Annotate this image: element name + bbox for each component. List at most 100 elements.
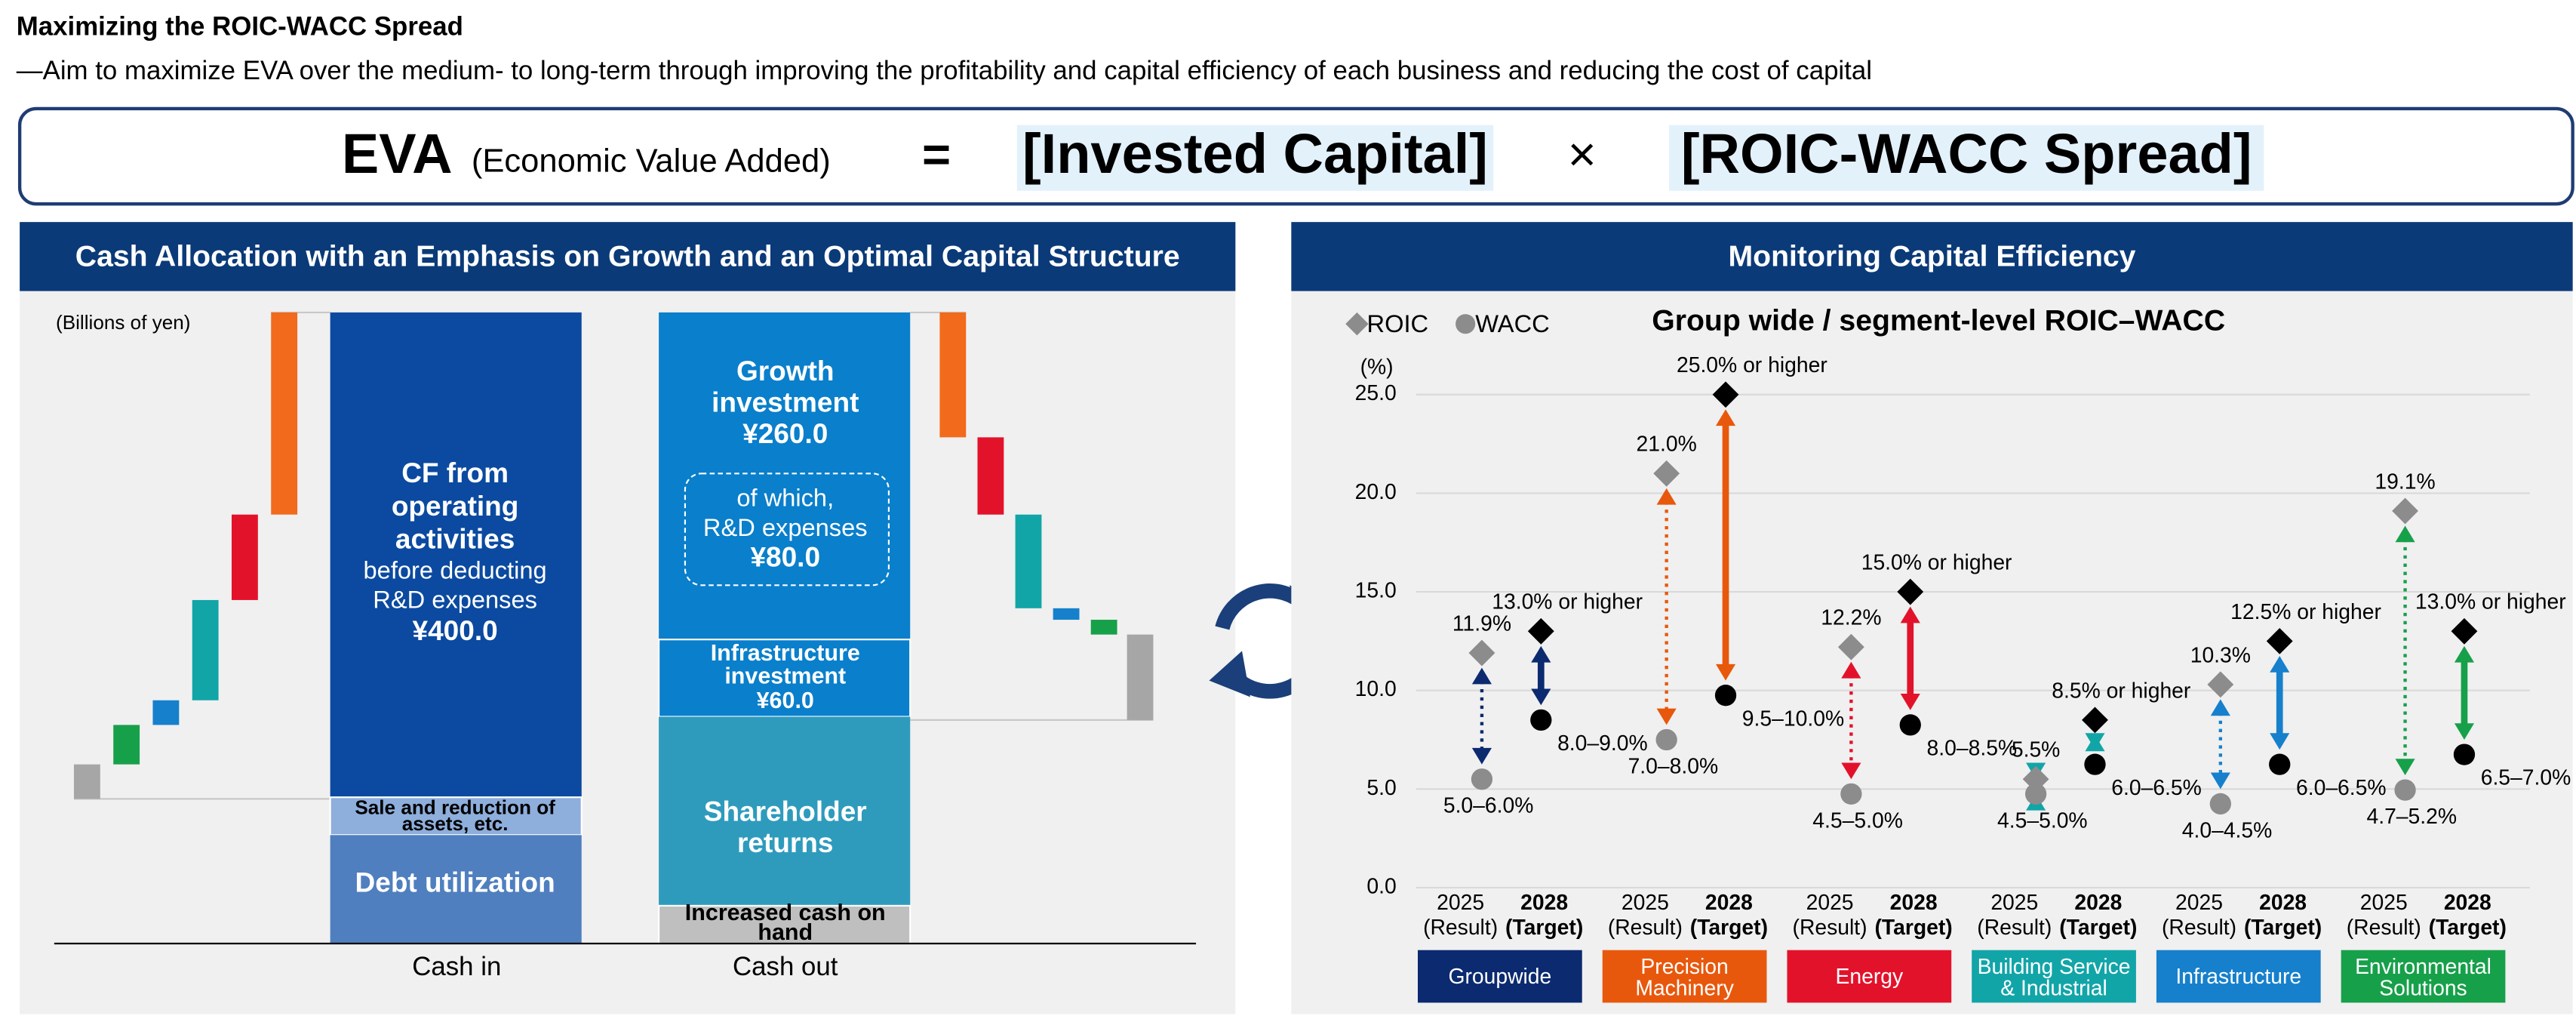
period-note: (Result): [1423, 915, 1498, 939]
value-label: 4.7–5.2%: [2366, 804, 2457, 828]
page-subtitle: —Aim to maximize EVA over the medium- to…: [17, 56, 1872, 85]
wacc-marker: [2394, 779, 2416, 801]
segment-box: [1787, 950, 1952, 1003]
wacc-marker: [1530, 709, 1552, 731]
segment-label: Groupwide: [1448, 964, 1551, 988]
value-label: 6.0–6.5%: [2111, 775, 2202, 799]
period-note: (Target): [2059, 915, 2137, 939]
waterfall-step: [192, 599, 219, 700]
wacc-marker: [1714, 685, 1737, 707]
panel-header: [20, 222, 1236, 291]
arrowhead: [1715, 663, 1736, 681]
wacc-marker: [1471, 768, 1493, 790]
segment-label: Energy: [1835, 964, 1904, 988]
roic-marker: [2392, 497, 2418, 525]
chart-title: Group wide / segment-level ROIC–WACC: [1652, 304, 2225, 337]
value-label: 13.0% or higher: [2415, 590, 2566, 614]
wacc-marker: [2209, 793, 2231, 815]
value-label: 25.0% or higher: [1677, 353, 1827, 377]
block-amount: ¥80.0: [750, 540, 820, 572]
period-note: (Result): [2162, 915, 2236, 939]
period-note: (Result): [1977, 915, 2052, 939]
waterfall-step: [231, 514, 258, 600]
unit-label: (Billions of yen): [56, 311, 190, 334]
arrowhead: [1715, 409, 1736, 426]
waterfall-step: [113, 725, 140, 765]
block-note: before deducting: [364, 556, 547, 584]
formula-times: ×: [1568, 126, 1597, 181]
block-label: Shareholder: [704, 796, 867, 827]
formula-term: [ROIC-WACC Spread]: [1681, 122, 2252, 185]
value-label: 11.9%: [1452, 611, 1511, 635]
block-label: Growth: [736, 355, 834, 386]
period-year: 2025: [1622, 890, 1669, 914]
segment-label: Infrastructure: [2175, 964, 2301, 988]
wacc-marker: [2024, 783, 2047, 805]
rd-box: [684, 473, 890, 587]
arrowhead: [2210, 772, 2230, 790]
segment-label: & Industrial: [2000, 975, 2107, 999]
value-label: 4.5–5.0%: [1812, 808, 1903, 832]
y-tick-label: 15.0: [1355, 578, 1397, 602]
segment-box: [1602, 950, 1767, 1003]
arrowhead: [1471, 747, 1492, 765]
wacc-marker: [1899, 714, 1921, 736]
formula-equals: =: [922, 126, 951, 181]
arrowhead: [2270, 733, 2290, 750]
arrowhead: [1656, 708, 1677, 725]
block-amount: ¥60.0: [757, 688, 814, 713]
block-label: activities: [395, 522, 515, 554]
legend-label: ROIC: [1367, 309, 1429, 337]
waterfall-step: [271, 312, 298, 515]
period-year: 2025: [1990, 890, 2038, 914]
arrowhead: [1471, 667, 1492, 685]
arrowhead: [1900, 694, 1920, 710]
y-tick-label: 20.0: [1355, 479, 1397, 503]
block-amount: ¥260.0: [742, 417, 828, 449]
period-note: (Target): [2244, 915, 2322, 939]
block-amount: ¥400.0: [413, 614, 498, 646]
period-note: (Result): [1793, 915, 1867, 939]
waterfall-step: [152, 700, 180, 725]
waterfall-step: [977, 437, 1004, 515]
wacc-marker: [1655, 728, 1677, 751]
wacc-marker: [2084, 753, 2106, 775]
value-label: 5.5%: [2012, 737, 2061, 762]
value-label: 6.0–6.5%: [2296, 775, 2387, 799]
block-shareholder: [659, 716, 911, 906]
value-label: 12.5% or higher: [2230, 599, 2381, 623]
segment-label: Building Service: [1978, 954, 2131, 978]
segment-box: [2341, 950, 2506, 1003]
period-year: 2028: [2444, 890, 2491, 914]
value-label: 8.0–8.5%: [1927, 736, 2018, 760]
value-label: 13.0% or higher: [1492, 590, 1643, 614]
arrowhead: [1900, 606, 1920, 623]
panel-background: [1291, 222, 2573, 1014]
formula-eva: EVA: [342, 122, 453, 185]
block-debt: [330, 835, 582, 944]
period-year: 2028: [1705, 890, 1753, 914]
value-label: 6.5–7.0%: [2481, 765, 2571, 790]
value-label: 10.3%: [2190, 642, 2251, 667]
y-tick-label: 5.0: [1366, 775, 1396, 799]
legend-marker: [1456, 314, 1476, 334]
term-highlight: [1016, 125, 1494, 191]
y-unit: (%): [1360, 354, 1394, 378]
roic-marker: [2207, 671, 2234, 698]
formula-eva-note: (Economic Value Added): [472, 143, 831, 179]
value-label: 21.0%: [1637, 432, 1697, 456]
period-year: 2025: [1437, 890, 1484, 914]
segment-label: Precision: [1640, 954, 1728, 978]
arrowhead: [2270, 655, 2290, 673]
value-label: 5.0–6.0%: [1443, 793, 1534, 817]
page-title: Maximizing the ROIC-WACC Spread: [17, 11, 463, 41]
period-year: 2028: [1520, 890, 1568, 914]
value-label: 19.1%: [2375, 469, 2435, 493]
arrowhead: [1656, 488, 1677, 505]
block-label: Increased cash on: [685, 900, 886, 925]
wacc-marker: [2269, 753, 2291, 775]
formula-term: [Invested Capital]: [1022, 122, 1488, 185]
segment-label: Machinery: [1635, 975, 1734, 999]
block-label: Infrastructure: [711, 640, 860, 666]
